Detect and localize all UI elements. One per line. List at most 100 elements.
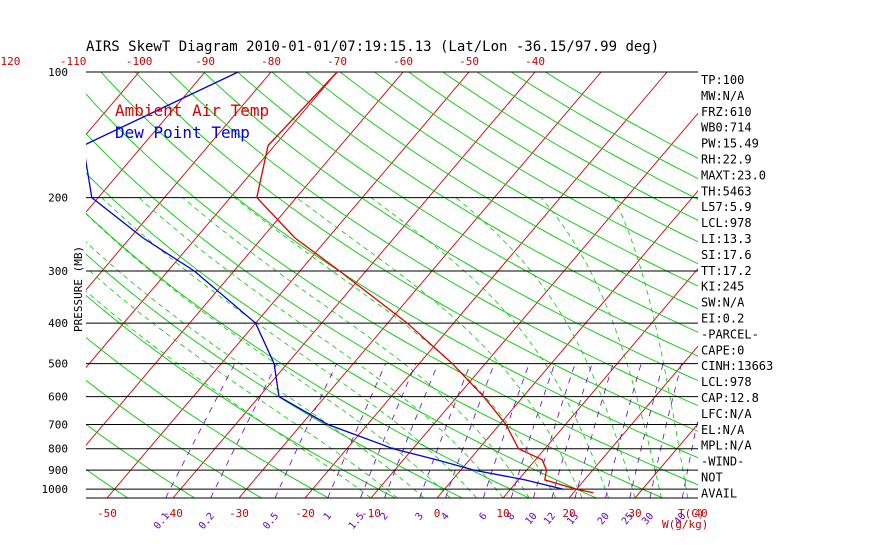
- dry-adiabat-line: [134, 72, 698, 432]
- stat-line: LCL:978: [701, 375, 752, 389]
- dry-adiabat-line: [86, 423, 195, 498]
- stat-line: EL:N/A: [701, 423, 745, 437]
- mixing-ratio-label: 30: [640, 511, 656, 527]
- dry-adiabat-line: [86, 468, 128, 498]
- mixing-ratio-unit-label: W(g/kg): [662, 518, 708, 531]
- top-temp-tick-label: -60: [393, 55, 413, 68]
- bottom-temp-tick-label: -10: [361, 507, 381, 520]
- mixing-ratio-label: 12: [542, 511, 558, 527]
- mixing-ratio-line: [210, 363, 278, 498]
- top-temp-tick-label: -110: [60, 55, 87, 68]
- bottom-temperature-ticks: -50 -40 -30 -20 -10 0 10 20 30 40: [97, 507, 708, 520]
- dry-adiabat-line: [340, 72, 698, 287]
- dry-adiabat-line: [86, 132, 664, 498]
- dry-adiabat-line: [442, 72, 698, 221]
- mixing-ratio-line: [510, 363, 556, 498]
- moist-adiabat-line: [86, 241, 425, 498]
- dry-adiabat-line: [86, 379, 262, 498]
- isotherm-line: [833, 72, 870, 498]
- dry-adiabat-line: [271, 72, 698, 333]
- bottom-temp-tick-label: -30: [229, 507, 249, 520]
- mixing-ratio-line: [384, 363, 439, 498]
- mixing-ratio-label: 4: [439, 511, 451, 523]
- moist-adiabat-line: [296, 197, 583, 498]
- top-temp-tick-label: -90: [195, 55, 215, 68]
- moist-adiabat-line: [540, 197, 662, 498]
- mixing-ratio-line: [327, 363, 386, 498]
- top-temperature-ticks: -120 -110 -100 -90 -80 -70 -60 -50 -40: [0, 55, 545, 68]
- top-temp-tick-label: -120: [0, 55, 20, 68]
- stat-line: -WIND-: [701, 455, 744, 469]
- stat-line: CAP:12.8: [701, 391, 759, 405]
- moist-adiabat-line: [86, 290, 372, 498]
- isotherm-line: [106, 72, 470, 498]
- stat-line: L57:5.9: [701, 200, 752, 214]
- mixing-ratio-line: [629, 363, 664, 498]
- mixing-ratio-line: [605, 363, 642, 498]
- pressure-tick-label: 700: [48, 419, 68, 432]
- pressure-tick-label: 1000: [42, 483, 69, 496]
- stat-line: MW:N/A: [701, 89, 745, 103]
- dry-adiabat-line: [86, 253, 463, 498]
- isotherm-line: [304, 72, 668, 498]
- isotherm-line: [634, 423, 698, 498]
- stat-line: KI:245: [701, 280, 744, 294]
- pressure-tick-label: 300: [48, 265, 68, 278]
- bottom-unit-label: T(C): [678, 507, 705, 520]
- stat-line: EI:0.2: [701, 312, 744, 326]
- stat-line: AVAIL: [701, 486, 737, 500]
- isotherm-line: [238, 72, 602, 498]
- dry-adiabat-line: [169, 72, 698, 407]
- dry-adiabat-line: [476, 72, 698, 200]
- stat-line: TH:5463: [701, 184, 752, 198]
- profile-lines: [86, 72, 594, 494]
- moist-adiabat-line: [182, 197, 530, 498]
- dry-adiabat-line: [86, 336, 329, 498]
- moist-adiabat-line: [138, 197, 504, 498]
- pressure-tick-label: 100: [48, 66, 68, 79]
- dry-adiabat-line: [100, 72, 698, 459]
- stat-line: CAPE:0: [701, 343, 744, 357]
- mixing-ratio-line: [574, 363, 614, 498]
- dry-adiabat-line: [374, 72, 698, 265]
- top-temp-tick-label: -80: [261, 55, 281, 68]
- mixing-ratio-line: [483, 363, 530, 498]
- stat-line: WB0:714: [701, 121, 752, 135]
- dry-adiabat-line: [408, 72, 698, 243]
- moist-adiabat-line: [613, 197, 689, 498]
- dry-adiabat-line: [237, 72, 698, 357]
- mixing-ratio-line: [551, 363, 593, 498]
- dry-adiabat-line: [305, 72, 698, 310]
- bottom-temp-tick-label: 30: [628, 507, 641, 520]
- moist-adiabat-line: [455, 197, 636, 498]
- stat-line: LCL:978: [701, 216, 752, 230]
- pressure-tick-label: 800: [48, 443, 68, 456]
- dry-adiabat-line: [86, 93, 698, 486]
- isotherm-line: [0, 72, 73, 498]
- y-axis-label: PRESSURE (MB): [72, 246, 85, 332]
- dry-adiabat-line: [203, 72, 698, 382]
- bottom-temp-tick-label: -50: [97, 507, 117, 520]
- stat-line: MAXT:23.0: [701, 168, 766, 182]
- stat-line: PW:15.49: [701, 137, 759, 151]
- top-temp-tick-label: -40: [525, 55, 545, 68]
- stat-line: FRZ:610: [701, 105, 752, 119]
- mixing-ratio-label: 1: [322, 511, 334, 523]
- mixing-ratio-label: 0.5: [261, 511, 281, 532]
- mixing-ratio-line: [533, 363, 576, 498]
- dry-adiabat-line: [510, 72, 698, 180]
- moist-adiabat-line: [234, 197, 557, 498]
- mixing-ratio-line: [445, 363, 495, 498]
- stat-line: NOT: [701, 471, 723, 485]
- pressure-tick-label: 200: [48, 192, 68, 205]
- stat-line: MPL:N/A: [701, 439, 752, 453]
- isotherm-line: [502, 267, 698, 498]
- mixing-ratio-label: 8: [505, 511, 517, 523]
- bottom-temp-tick-label: 40: [694, 507, 707, 520]
- legend-ambient: Ambient Air Temp: [115, 101, 269, 120]
- mixing-ratio-label: 3: [414, 511, 426, 523]
- mixing-ratio-line: [419, 363, 471, 498]
- bottom-temp-tick-label: 0: [434, 507, 441, 520]
- isotherm-line: [86, 72, 338, 369]
